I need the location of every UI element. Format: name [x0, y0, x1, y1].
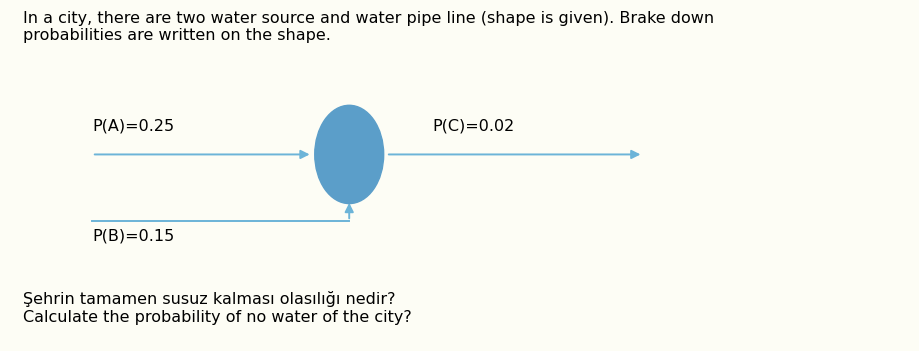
Text: Şehrin tamamen susuz kalması olasılığı nedir?
Calculate the probability of no wa: Şehrin tamamen susuz kalması olasılığı n…: [23, 291, 412, 325]
Text: P(C)=0.02: P(C)=0.02: [432, 118, 514, 133]
Text: In a city, there are two water source and water pipe line (shape is given). Brak: In a city, there are two water source an…: [23, 11, 714, 43]
Ellipse shape: [315, 105, 384, 204]
Text: P(B)=0.15: P(B)=0.15: [92, 228, 174, 243]
Text: P(A)=0.25: P(A)=0.25: [92, 118, 174, 133]
